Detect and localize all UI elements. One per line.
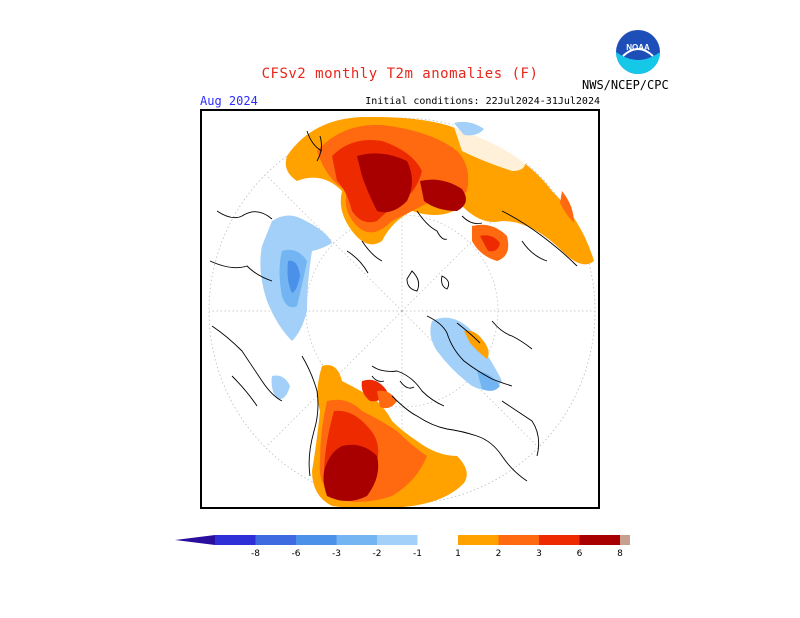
initial-conditions: Initial conditions: 22Jul2024-31Jul2024 (365, 96, 600, 107)
colorbar-tick-label: 6 (577, 549, 583, 559)
organization-label: NWS/NCEP/CPC (582, 78, 669, 92)
colorbar-bin (336, 535, 377, 545)
colorbar-bin (377, 535, 418, 545)
logo-text: NOAA (626, 43, 650, 52)
coastlines (209, 130, 578, 482)
colorbar-bin (417, 535, 458, 545)
colorbar-tick-label: 2 (496, 549, 502, 559)
chart-title: CFSv2 monthly T2m anomalies (F) (261, 66, 539, 82)
colorbar-bin (215, 535, 256, 545)
anomaly-north-america (312, 365, 467, 507)
colorbar-tick-label: -8 (251, 549, 260, 559)
colorbar-tick-label: 8 (617, 549, 623, 559)
map-svg (208, 116, 596, 507)
anomaly-atlantic-cool (260, 215, 332, 400)
colorbar: -8 -6 -3 -2 -1 1 2 3 6 8 (175, 535, 630, 559)
colorbar-tick-label: 1 (455, 549, 461, 559)
colorbar-bin (539, 535, 580, 545)
colorbar-tick-label: -3 (332, 549, 341, 559)
colorbar-bin (579, 535, 620, 545)
colorbar-tick-label: 3 (536, 549, 542, 559)
colorbar-bin (620, 535, 630, 545)
colorbar-left-arrow (175, 535, 215, 545)
colorbar-tick-label: -1 (413, 549, 422, 559)
colorbar-bin (498, 535, 539, 545)
colorbar-bin (255, 535, 296, 545)
noaa-logo-icon: NOAA (616, 30, 660, 74)
colorbar-bin (458, 535, 499, 545)
colorbar-tick-label: -6 (292, 549, 301, 559)
colorbar-tick-label: -2 (373, 549, 382, 559)
forecast-month: Aug 2024 (200, 94, 258, 108)
polar-map (200, 109, 600, 509)
colorbar-bin (296, 535, 337, 545)
anomaly-europe-russia (285, 116, 594, 265)
